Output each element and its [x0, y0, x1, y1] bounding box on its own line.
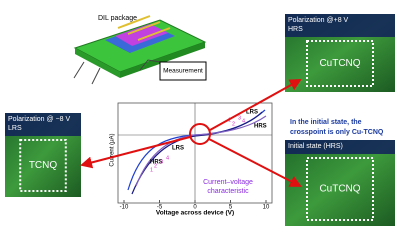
- material-label: CuTCNQ: [319, 184, 360, 195]
- state-label: HRS: [150, 160, 163, 166]
- annotation: In the initial state, the: [290, 119, 362, 126]
- x-axis-label: Voltage across device (V): [156, 210, 234, 217]
- figure: DIL package Measurement Polarization @+8…: [5, 14, 395, 226]
- sweep-label: 4: [242, 118, 245, 124]
- panel-heading: LRS: [8, 125, 22, 132]
- header-strip: [285, 140, 395, 154]
- crosspoint: [306, 157, 374, 221]
- package-label: DIL package: [98, 15, 137, 22]
- arrows: [80, 79, 302, 187]
- caption: characteristic: [207, 188, 249, 195]
- x-tick-label: 0: [193, 205, 197, 211]
- panel-heading: Polarization @ −8 V: [8, 116, 70, 123]
- caption: Current–voltage: [203, 179, 253, 186]
- sweep-label: 3: [238, 115, 241, 121]
- sweep-label: 3: [160, 159, 163, 165]
- dil-package: DIL package Measurement: [73, 15, 207, 85]
- sweep-label: 2: [154, 163, 157, 169]
- x-tick-label: -5: [157, 205, 163, 211]
- state-label: HRS: [254, 124, 267, 130]
- state-label: LRS: [172, 146, 184, 152]
- annotation: crosspoint is only Cu-TCNQ: [290, 129, 384, 136]
- panel-heading: Polarization @+8 V: [288, 17, 349, 24]
- sweep-label: 2: [232, 121, 235, 127]
- sweep-label: 1: [150, 167, 153, 173]
- measurement-label: Measurement: [163, 68, 203, 75]
- measurement-box: [159, 61, 207, 81]
- x-tick-label: 10: [263, 205, 270, 211]
- material-label: CuTCNQ: [319, 58, 360, 69]
- iv-plot: Current (μA) Voltage across device (V) H…: [110, 102, 273, 217]
- sweep-label: 4: [166, 155, 169, 161]
- panel-heading: HRS: [288, 26, 303, 33]
- header-strip: [285, 14, 395, 37]
- sweep-label: 1: [228, 117, 231, 123]
- x-tick-label: -10: [120, 205, 129, 211]
- material-label: TCNQ: [29, 160, 58, 171]
- x-tick-label: 5: [229, 205, 233, 211]
- highlight-circle: [189, 123, 211, 145]
- panels: Polarization @+8 V HRS CuTCNQ Polarization …: [5, 14, 395, 226]
- y-axis-label: Current (μA): [110, 133, 116, 166]
- crosspoint: [306, 40, 374, 87]
- header-strip: [5, 113, 81, 136]
- panel-heading: Initial state (HRS): [288, 143, 343, 150]
- micrograph: [285, 140, 395, 226]
- state-label: LRS: [246, 110, 258, 116]
